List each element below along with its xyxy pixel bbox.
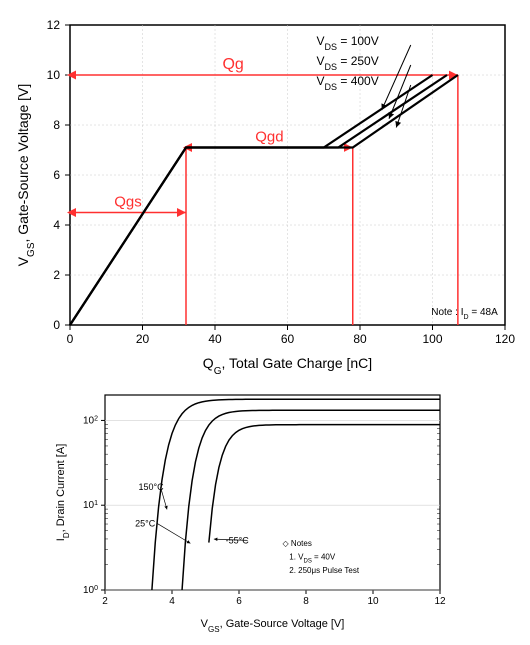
svg-text:100: 100 bbox=[422, 332, 442, 346]
svg-text:0: 0 bbox=[67, 332, 74, 346]
svg-text:60: 60 bbox=[281, 332, 295, 346]
svg-text:2: 2 bbox=[102, 596, 108, 607]
svg-text:Qgs: Qgs bbox=[114, 194, 142, 211]
svg-text:ID, Drain Current [A]: ID, Drain Current [A] bbox=[55, 444, 71, 541]
svg-text:10: 10 bbox=[367, 596, 379, 607]
svg-text:8: 8 bbox=[303, 596, 309, 607]
svg-text:4: 4 bbox=[53, 218, 60, 232]
svg-text:6: 6 bbox=[53, 168, 60, 182]
svg-text:4: 4 bbox=[169, 596, 175, 607]
svg-text:40: 40 bbox=[208, 332, 222, 346]
svg-text:VGS, Gate-Source Voltage [V]: VGS, Gate-Source Voltage [V] bbox=[201, 618, 345, 634]
svg-text:6: 6 bbox=[236, 596, 242, 607]
svg-text:12: 12 bbox=[47, 18, 61, 32]
svg-text:Qgd: Qgd bbox=[255, 129, 283, 146]
svg-text:100: 100 bbox=[83, 585, 98, 597]
svg-text:10: 10 bbox=[47, 68, 61, 82]
svg-text:VGS, Gate-Source Voltage [V]: VGS, Gate-Source Voltage [V] bbox=[15, 84, 37, 267]
svg-text:80: 80 bbox=[353, 332, 367, 346]
svg-text:25°C: 25°C bbox=[135, 518, 156, 528]
svg-text:120: 120 bbox=[495, 332, 515, 346]
svg-text:20: 20 bbox=[136, 332, 150, 346]
svg-text:0: 0 bbox=[53, 318, 60, 332]
svg-text:2: 2 bbox=[53, 268, 60, 282]
svg-text:8: 8 bbox=[53, 118, 60, 132]
svg-text:102: 102 bbox=[83, 415, 98, 427]
svg-text:150°C: 150°C bbox=[139, 482, 165, 492]
svg-text:12: 12 bbox=[434, 596, 446, 607]
svg-text:Qg: Qg bbox=[222, 56, 243, 73]
svg-text:101: 101 bbox=[83, 500, 98, 512]
svg-text:QG, Total Gate Charge [nC]: QG, Total Gate Charge [nC] bbox=[203, 355, 372, 377]
transfer-char-chart: 24681012100101102150°C25°C-55°C◇ Notes1.… bbox=[50, 385, 530, 635]
svg-text:2. 250μs Pulse Test: 2. 250μs Pulse Test bbox=[289, 566, 360, 575]
gate-charge-chart: 020406080100120024681012QgQgsQgdVDS = 10… bbox=[10, 10, 530, 380]
svg-text:◇ Notes: ◇ Notes bbox=[283, 539, 312, 548]
